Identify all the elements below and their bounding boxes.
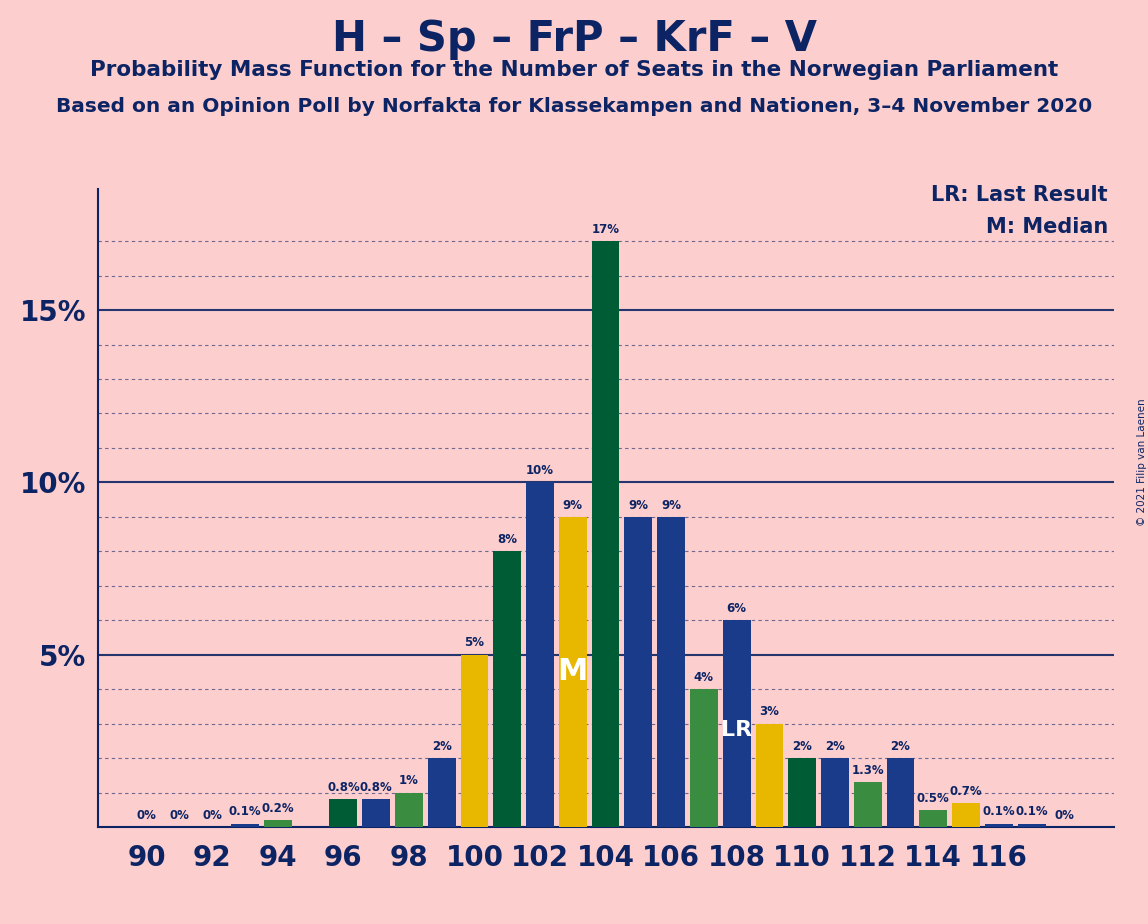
Text: 0.2%: 0.2% (262, 802, 294, 815)
Bar (264, 821, 292, 827)
Text: 2%: 2% (792, 740, 812, 753)
Text: M: M (558, 657, 588, 687)
Bar (1017, 823, 1046, 827)
Text: Probability Mass Function for the Number of Seats in the Norwegian Parliament: Probability Mass Function for the Number… (90, 60, 1058, 80)
Text: 0.7%: 0.7% (949, 784, 983, 797)
Bar (985, 823, 1013, 827)
Bar (723, 620, 751, 827)
Text: 8%: 8% (497, 533, 518, 546)
Text: 0.1%: 0.1% (1015, 806, 1048, 819)
Bar (821, 758, 848, 827)
Text: Based on an Opinion Poll by Norfakta for Klassekampen and Nationen, 3–4 November: Based on an Opinion Poll by Norfakta for… (56, 97, 1092, 116)
Bar (559, 517, 587, 827)
Bar (755, 723, 783, 827)
Bar (854, 783, 882, 827)
Text: 0.8%: 0.8% (327, 781, 359, 795)
Text: 0.5%: 0.5% (917, 792, 949, 805)
Bar (428, 758, 456, 827)
Text: 1.3%: 1.3% (852, 764, 884, 777)
Text: 10%: 10% (526, 464, 554, 477)
Bar (886, 758, 915, 827)
Bar (789, 758, 816, 827)
Bar (690, 689, 718, 827)
Text: 0%: 0% (1055, 808, 1075, 821)
Bar (329, 799, 357, 827)
Text: 0.1%: 0.1% (983, 806, 1015, 819)
Bar (231, 823, 259, 827)
Text: M: Median: M: Median (986, 217, 1108, 237)
Text: LR: Last Result: LR: Last Result (931, 185, 1108, 205)
Text: 9%: 9% (628, 499, 649, 512)
Text: 17%: 17% (591, 223, 620, 236)
Text: 0.1%: 0.1% (228, 806, 262, 819)
Text: 1%: 1% (400, 774, 419, 787)
Bar (952, 803, 980, 827)
Text: 9%: 9% (661, 499, 681, 512)
Text: 3%: 3% (760, 705, 779, 719)
Bar (494, 552, 521, 827)
Bar (591, 241, 620, 827)
Text: 6%: 6% (727, 602, 746, 615)
Text: H – Sp – FrP – KrF – V: H – Sp – FrP – KrF – V (332, 18, 816, 60)
Text: 2%: 2% (825, 740, 845, 753)
Bar (363, 799, 390, 827)
Bar (460, 655, 488, 827)
Text: 0%: 0% (137, 808, 156, 821)
Text: LR: LR (721, 721, 752, 740)
Text: 5%: 5% (465, 637, 484, 650)
Text: 9%: 9% (563, 499, 583, 512)
Bar (625, 517, 652, 827)
Text: 2%: 2% (432, 740, 451, 753)
Text: 0%: 0% (202, 808, 223, 821)
Text: 0%: 0% (170, 808, 189, 821)
Bar (920, 809, 947, 827)
Bar (395, 793, 422, 827)
Bar (657, 517, 685, 827)
Text: 4%: 4% (693, 671, 714, 684)
Bar (526, 482, 554, 827)
Text: © 2021 Filip van Laenen: © 2021 Filip van Laenen (1138, 398, 1147, 526)
Text: 2%: 2% (891, 740, 910, 753)
Text: 0.8%: 0.8% (359, 781, 393, 795)
